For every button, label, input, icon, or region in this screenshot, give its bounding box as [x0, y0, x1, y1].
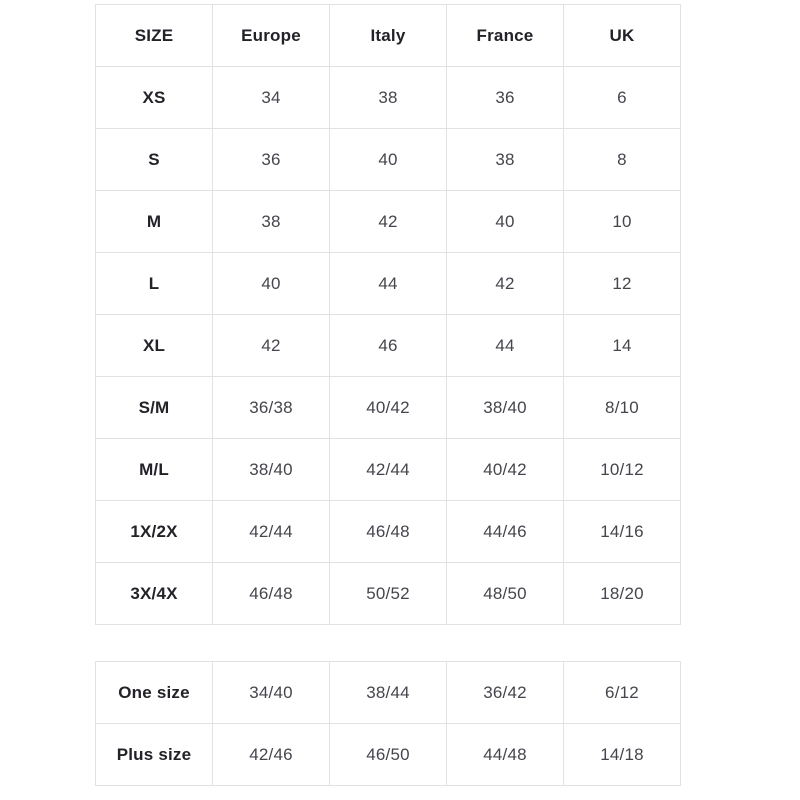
size-label: 1X/2X	[95, 500, 213, 563]
table-row: One size 34/40 38/44 36/42 6/12	[95, 661, 681, 724]
table-row: XL 42 46 44 14	[95, 314, 681, 377]
size-value: 42/44	[329, 438, 447, 501]
table-row: Plus size 42/46 46/50 44/48 14/18	[95, 723, 681, 786]
size-label: Plus size	[95, 723, 213, 786]
size-value: 40	[446, 190, 564, 253]
size-value: 34/40	[212, 661, 330, 724]
main-table-header: SIZE Europe Italy France UK	[95, 4, 681, 67]
size-value: 38/40	[212, 438, 330, 501]
size-label: S	[95, 128, 213, 191]
size-value: 44/46	[446, 500, 564, 563]
column-header: SIZE	[95, 4, 213, 67]
size-value: 14/18	[563, 723, 681, 786]
size-value: 36	[212, 128, 330, 191]
size-conversion-table-main: SIZE Europe Italy France UK XS 34 38 36 6 S 36 40 38…	[95, 4, 681, 625]
size-value: 38/44	[329, 661, 447, 724]
size-value: 8	[563, 128, 681, 191]
size-value: 18/20	[563, 562, 681, 625]
size-value: 46/50	[329, 723, 447, 786]
size-value: 42/44	[212, 500, 330, 563]
column-header: Europe	[212, 4, 330, 67]
size-label: XS	[95, 66, 213, 129]
size-label: L	[95, 252, 213, 315]
column-header: France	[446, 4, 564, 67]
size-label: XL	[95, 314, 213, 377]
size-value: 38	[329, 66, 447, 129]
table-row: XS 34 38 36 6	[95, 66, 681, 129]
size-value: 44	[446, 314, 564, 377]
size-value: 42	[212, 314, 330, 377]
size-value: 10/12	[563, 438, 681, 501]
size-value: 6/12	[563, 661, 681, 724]
table-row: 1X/2X 42/44 46/48 44/46 14/16	[95, 500, 681, 563]
table-row: S/M 36/38 40/42 38/40 8/10	[95, 376, 681, 439]
size-value: 46	[329, 314, 447, 377]
size-value: 38	[212, 190, 330, 253]
size-value: 44	[329, 252, 447, 315]
size-value: 42/46	[212, 723, 330, 786]
size-value: 40/42	[446, 438, 564, 501]
size-value: 48/50	[446, 562, 564, 625]
header-row: SIZE Europe Italy France UK	[95, 4, 681, 67]
size-value: 40	[212, 252, 330, 315]
size-value: 46/48	[329, 500, 447, 563]
size-value: 34	[212, 66, 330, 129]
size-value: 38/40	[446, 376, 564, 439]
table-row: M 38 42 40 10	[95, 190, 681, 253]
size-value: 10	[563, 190, 681, 253]
size-value: 40	[329, 128, 447, 191]
size-conversion-table-special: One size 34/40 38/44 36/42 6/12 Plus size 42/4…	[95, 661, 681, 786]
size-value: 36/38	[212, 376, 330, 439]
size-value: 8/10	[563, 376, 681, 439]
size-label: One size	[95, 661, 213, 724]
column-header: UK	[563, 4, 681, 67]
main-table-body: XS 34 38 36 6 S 36 40 38 8 M 38 42 40 10 L 40 44 42 12 XL 42 4…	[95, 66, 681, 625]
size-label: 3X/4X	[95, 562, 213, 625]
table-row: M/L 38/40 42/44 40/42 10/12	[95, 438, 681, 501]
size-value: 44/48	[446, 723, 564, 786]
size-value: 38	[446, 128, 564, 191]
size-value: 36	[446, 66, 564, 129]
size-value: 50/52	[329, 562, 447, 625]
table-row: L 40 44 42 12	[95, 252, 681, 315]
special-table-body: One size 34/40 38/44 36/42 6/12 Plus size 42/4…	[95, 661, 681, 786]
size-conversion-tables: SIZE Europe Italy France UK XS 34 38 36 6 S 36 40 38…	[95, 4, 681, 786]
column-header: Italy	[329, 4, 447, 67]
table-row: S 36 40 38 8	[95, 128, 681, 191]
size-value: 36/42	[446, 661, 564, 724]
table-gap	[95, 625, 681, 661]
size-label: S/M	[95, 376, 213, 439]
size-value: 46/48	[212, 562, 330, 625]
size-value: 14/16	[563, 500, 681, 563]
size-value: 12	[563, 252, 681, 315]
size-value: 42	[446, 252, 564, 315]
table-row: 3X/4X 46/48 50/52 48/50 18/20	[95, 562, 681, 625]
size-label: M	[95, 190, 213, 253]
size-value: 42	[329, 190, 447, 253]
size-value: 14	[563, 314, 681, 377]
size-value: 40/42	[329, 376, 447, 439]
size-value: 6	[563, 66, 681, 129]
size-label: M/L	[95, 438, 213, 501]
